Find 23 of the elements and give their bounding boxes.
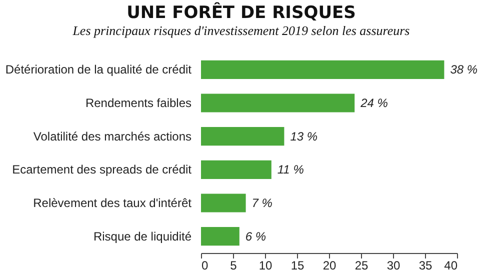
x-tick-label: 40	[444, 258, 458, 272]
x-tick-label: 25	[354, 258, 368, 272]
x-tick-label: 15	[290, 258, 304, 272]
x-tick-label: 35	[418, 258, 432, 272]
y-tick-label: Rendements faibles	[85, 96, 192, 110]
data-label: 38 %	[450, 62, 478, 77]
x-tick-label: 30	[386, 258, 400, 272]
y-tick-label: Relèvement des taux d'intérêt	[33, 196, 192, 210]
data-label: 13 %	[290, 129, 318, 144]
data-label: 7 %	[252, 196, 273, 210]
y-tick-label: Détérioration de la qualité de crédit	[5, 62, 192, 77]
x-tick-label: 20	[322, 258, 336, 272]
chart-subtitle: Les principaux risques d'investissement 2019 selon les assureurs	[72, 23, 410, 38]
data-label: 24 %	[360, 96, 388, 110]
data-label: 6 %	[245, 229, 266, 244]
data-label: 11 %	[277, 162, 304, 177]
y-tick-label: Volatilité des marchés actions	[33, 129, 192, 144]
x-tick-label: 0	[202, 258, 208, 272]
x-tick-label: 10	[258, 258, 272, 272]
x-tick-label: 5	[230, 258, 238, 272]
y-tick-label: Ecartement des spreads de crédit	[12, 162, 192, 177]
y-tick-label: Risque de liquidité	[93, 229, 192, 244]
chart-title: UNE FORÊT DE RISQUES	[126, 2, 356, 23]
